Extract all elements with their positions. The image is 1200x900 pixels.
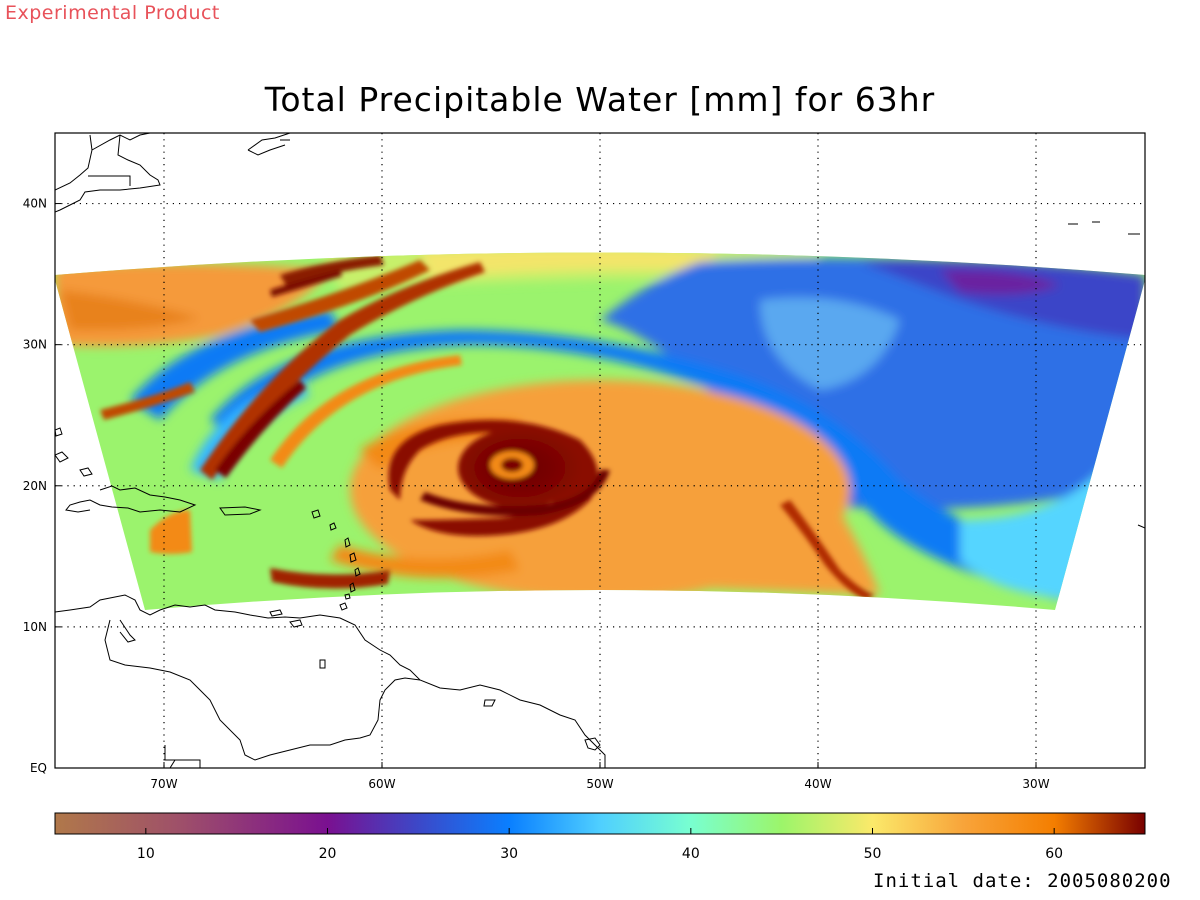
- longitude-ticks: 70W 60W 50W 40W 30W: [150, 762, 1050, 791]
- experimental-product-banner: Experimental Product: [5, 2, 220, 24]
- precipitable-water-field: [55, 252, 1145, 610]
- colorbar-tick-label: 20: [319, 846, 337, 862]
- colorbar-ramp: [54, 812, 1146, 835]
- colorbar-tick-label: 30: [500, 846, 518, 862]
- lon-tick-label: 70W: [150, 777, 177, 791]
- lat-tick-label: 10N: [23, 620, 47, 634]
- colorbar-ticks: 10 20 30 40 50 60: [137, 828, 1063, 862]
- lon-tick-label: 60W: [368, 777, 395, 791]
- lon-tick-label: 30W: [1022, 777, 1049, 791]
- lat-tick-label: EQ: [30, 761, 47, 775]
- lat-tick-label: 40N: [23, 197, 47, 211]
- lon-tick-label: 50W: [586, 777, 613, 791]
- colorbar-tick-label: 10: [137, 846, 155, 862]
- colorbar: 10 20 30 40 50 60: [54, 812, 1146, 862]
- lat-tick-label: 30N: [23, 338, 47, 352]
- latitude-ticks: EQ 10N 20N 30N 40N: [23, 197, 61, 775]
- initial-date: Initial date: 2005080200: [873, 870, 1172, 892]
- lat-tick-label: 20N: [23, 479, 47, 493]
- colorbar-tick-label: 60: [1045, 846, 1063, 862]
- map-title: Total Precipitable Water [mm] for 63hr: [264, 80, 936, 119]
- lat-lon-grid: [55, 133, 1145, 768]
- colorbar-tick-label: 50: [864, 846, 882, 862]
- colorbar-tick-label: 40: [682, 846, 700, 862]
- coastlines: [55, 133, 1145, 768]
- lon-tick-label: 40W: [804, 777, 831, 791]
